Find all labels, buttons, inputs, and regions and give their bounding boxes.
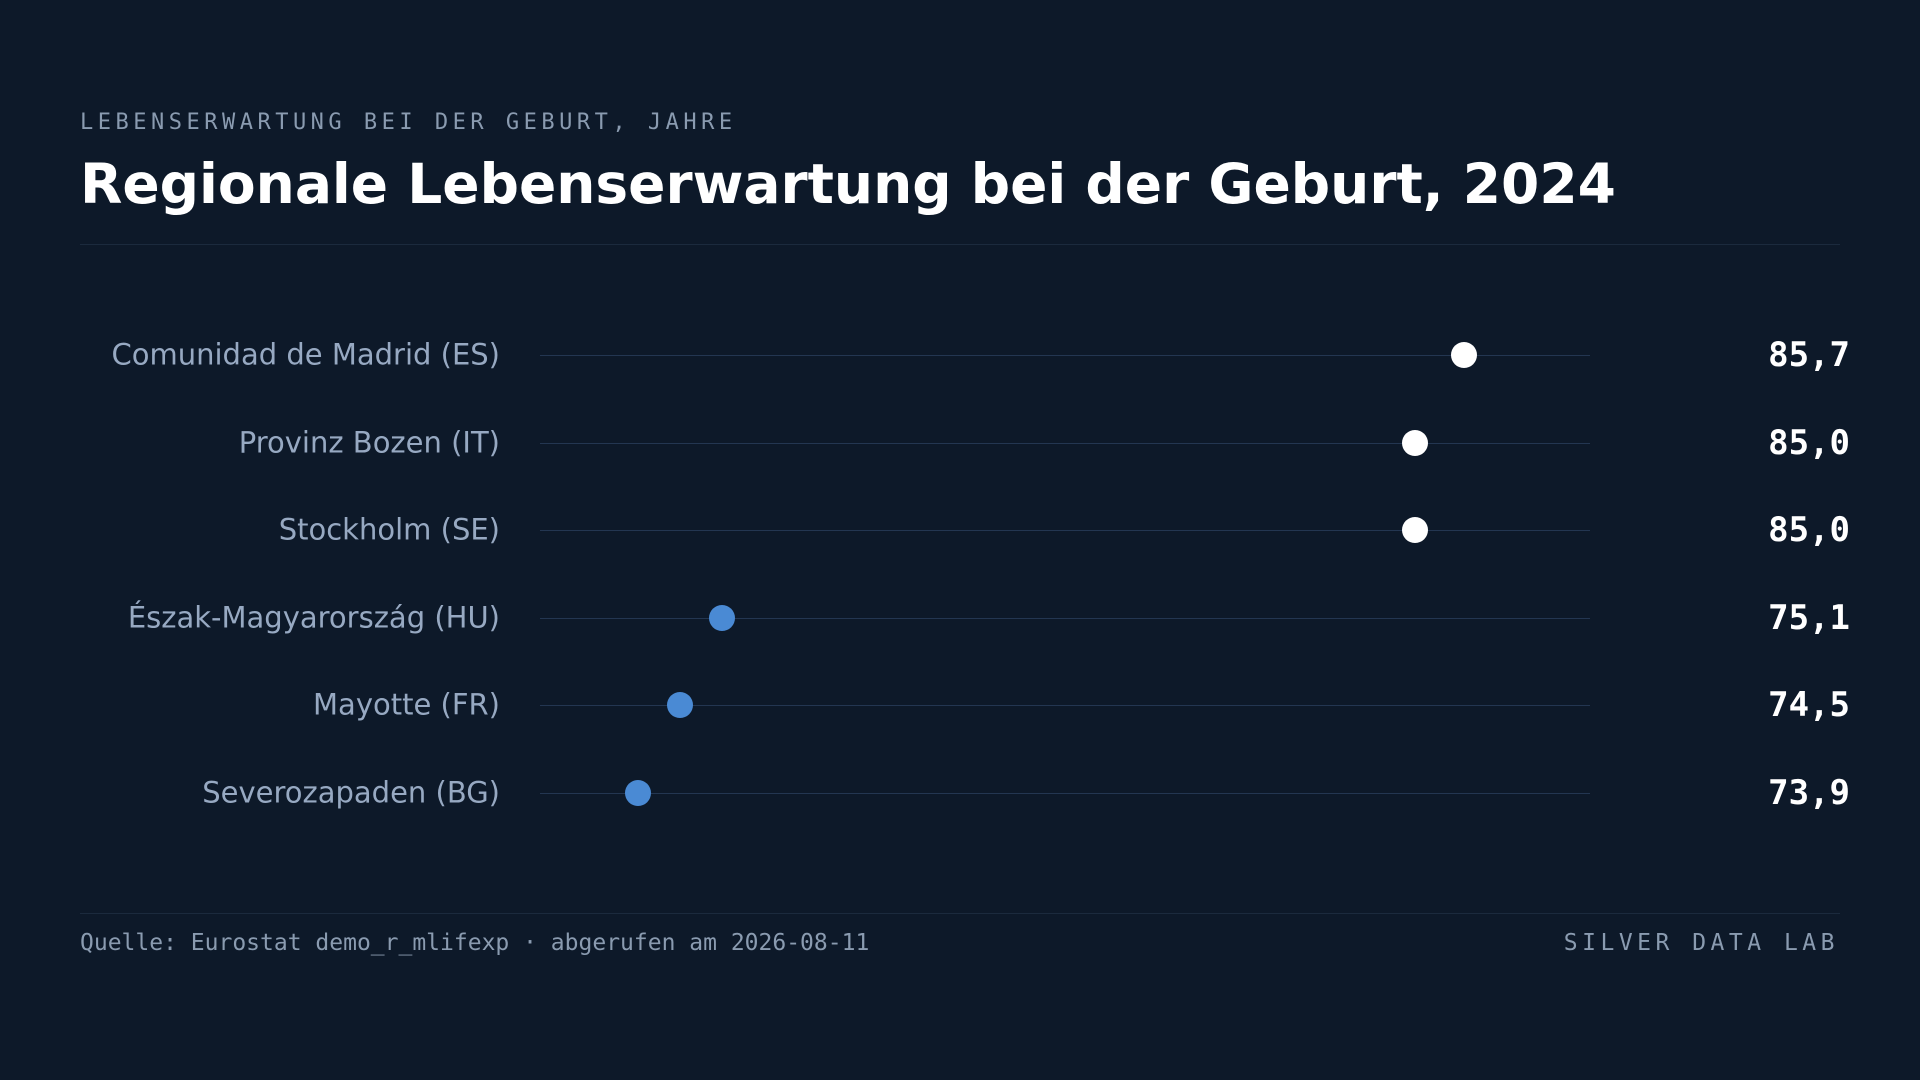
data-point [1451, 342, 1477, 368]
data-point [1402, 429, 1428, 456]
row-track-line [540, 442, 1590, 444]
row-label: Severozapaden (BG) [202, 775, 500, 809]
data-point [625, 779, 651, 806]
value-label: 73,9 [1768, 772, 1850, 813]
value-label: 85,7 [1768, 335, 1850, 375]
footer-divider [80, 913, 1840, 914]
value-label: 74,5 [1768, 685, 1850, 725]
row-label: Stockholm (SE) [278, 512, 500, 547]
row-track-line [540, 792, 1590, 794]
row-track-line [540, 617, 1590, 619]
chart-kicker: LEBENSERWARTUNG BEI DER GEBURT, JAHRE [80, 110, 737, 135]
header-divider [80, 244, 1840, 245]
row-track-line [540, 705, 1590, 706]
row-track-line [540, 355, 1590, 356]
chart-title: Regionale Lebenserwartung bei der Geburt… [80, 152, 1616, 216]
data-point [1402, 517, 1428, 543]
value-label: 85,0 [1768, 422, 1850, 463]
data-point [667, 692, 693, 718]
row-label: Provinz Bozen (IT) [238, 425, 500, 459]
value-label: 85,0 [1768, 510, 1850, 550]
value-label: 75,1 [1768, 597, 1850, 638]
row-track-line [540, 530, 1590, 531]
data-point [709, 604, 735, 631]
row-label: Mayotte (FR) [313, 687, 500, 722]
row-label: Comunidad de Madrid (ES) [111, 337, 501, 372]
source-note: Quelle: Eurostat demo_r_mlifexp · abgeru… [80, 930, 870, 956]
row-label: Észak-Magyarország (HU) [127, 600, 500, 634]
brand-label: SILVER DATA LAB [1563, 930, 1839, 956]
